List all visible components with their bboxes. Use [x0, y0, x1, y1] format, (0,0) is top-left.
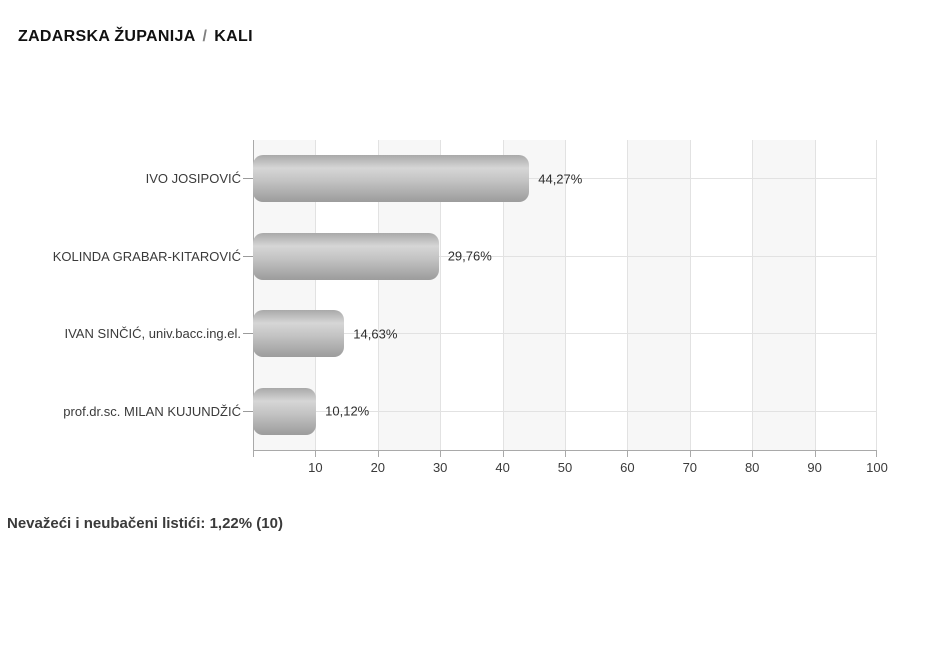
bar-value-label: 29,76%	[447, 248, 492, 264]
category-label: KOLINDA GRABAR-KITAROVIĆ	[52, 248, 241, 264]
page-title: ZADARSKA ŽUPANIJA / KALI	[18, 28, 253, 46]
x-axis-tick	[253, 451, 254, 457]
x-axis-tick-label: 70	[682, 460, 698, 475]
x-axis-tick	[627, 451, 629, 457]
x-axis-tick-label: 50	[557, 460, 573, 475]
x-axis-tick-label: 60	[620, 460, 635, 475]
breadcrumb-separator-icon: /	[202, 28, 208, 45]
x-axis-tick	[752, 451, 754, 457]
plot-band	[752, 140, 815, 450]
x-axis-tick-label: 20	[370, 460, 386, 475]
bar-value-label: 44,27%	[538, 171, 583, 187]
x-axis-tick-label: 30	[432, 460, 448, 475]
x-axis-tick-label: 40	[495, 460, 510, 475]
x-axis-tick-label: 90	[807, 460, 822, 475]
x-axis-tick	[502, 451, 504, 457]
category-labels-column: IVO JOSIPOVIĆ KOLINDA GRABAR-KITAROVIĆ IVA…	[0, 140, 241, 450]
h-gridline	[253, 178, 877, 180]
category-label: prof.dr.sc. MILAN KUJUNDŽIĆ	[63, 403, 241, 419]
v-gridline	[814, 140, 816, 450]
h-gridline	[253, 410, 877, 412]
x-axis-tick	[876, 451, 877, 457]
v-gridline	[689, 140, 691, 450]
bar-value-label: 14,63%	[353, 326, 398, 342]
bars-layer: 44,27% 29,76% 14,63% 10,12%	[253, 140, 877, 450]
result-bar	[253, 387, 317, 435]
plot-band	[627, 140, 690, 450]
x-axis-tick-label: 100	[866, 460, 888, 475]
x-axis-tick-label: 10	[308, 460, 323, 475]
h-gridline	[253, 333, 877, 335]
y-axis-tick	[243, 333, 253, 335]
y-axis-tick	[243, 178, 253, 180]
v-gridline	[876, 140, 877, 450]
x-axis-tick	[565, 451, 566, 457]
v-gridline	[502, 140, 504, 450]
v-gridline	[565, 140, 566, 450]
result-bar	[253, 155, 530, 203]
county-name: ZADARSKA ŽUPANIJA	[18, 28, 196, 45]
y-axis-line	[253, 140, 254, 450]
v-gridline	[440, 140, 442, 450]
x-axis-line	[253, 450, 877, 451]
x-axis-tick-label: 80	[744, 460, 760, 475]
x-axis-tick	[377, 451, 379, 457]
invalid-ballots-note: Nevažeći i neubačeni listići: 1,22% (10)	[7, 515, 283, 532]
v-gridline	[377, 140, 379, 450]
v-gridline	[752, 140, 754, 450]
x-axis-tick	[315, 451, 317, 457]
bar-value-label: 10,12%	[325, 403, 370, 419]
result-bar	[253, 232, 439, 280]
plot-area: 10 20 30 40 50 60 70 80 90 100 44,27% 29,76% 14,63%…	[243, 140, 888, 475]
y-axis-tick	[243, 255, 253, 257]
h-gridline	[253, 255, 877, 257]
x-axis-tick	[689, 451, 691, 457]
category-label: IVAN SINČIĆ, univ.bacc.ing.el.	[64, 326, 241, 342]
y-axis-tick	[243, 410, 253, 412]
municipality-name: KALI	[214, 28, 253, 45]
x-axis-tick	[440, 451, 442, 457]
axis-layer: 10 20 30 40 50 60 70 80 90 100	[243, 140, 888, 475]
x-axis-tick	[814, 451, 816, 457]
v-gridline	[315, 140, 317, 450]
category-label: IVO JOSIPOVIĆ	[145, 171, 241, 187]
v-gridline	[627, 140, 629, 450]
result-bar	[253, 310, 345, 358]
